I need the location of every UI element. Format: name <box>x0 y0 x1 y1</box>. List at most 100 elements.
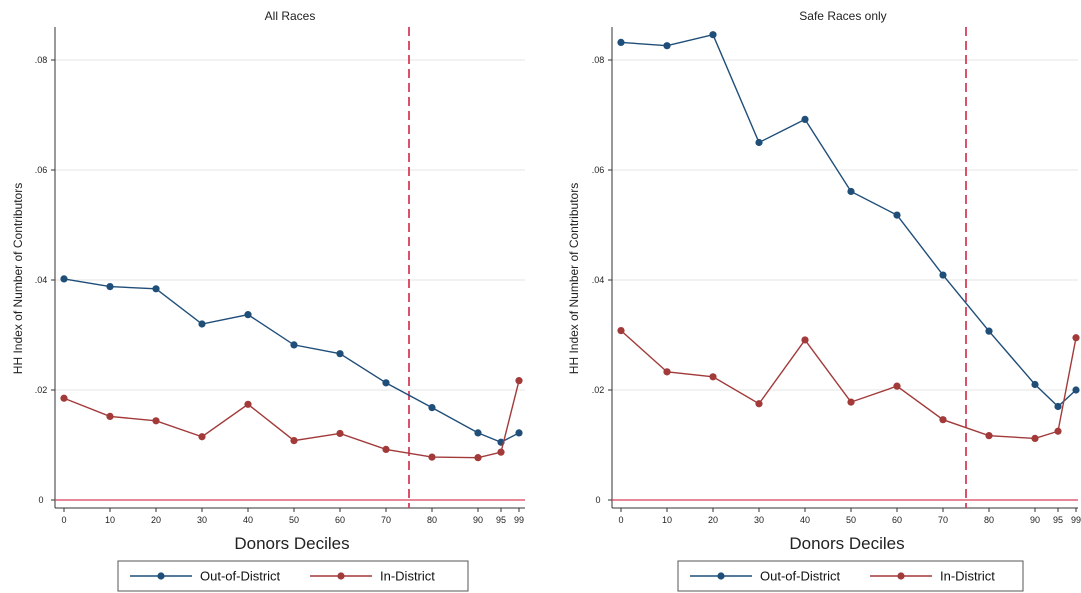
data-point <box>474 429 482 437</box>
x-tick-label: 80 <box>427 515 437 525</box>
x-tick-label: 50 <box>289 515 299 525</box>
x-tick-label: 60 <box>892 515 902 525</box>
data-point <box>709 373 717 381</box>
data-point <box>290 341 298 349</box>
data-point <box>106 412 114 420</box>
x-tick-label: 99 <box>514 515 524 525</box>
legend-swatch-marker <box>897 572 905 580</box>
data-point <box>428 453 436 461</box>
x-tick-label: 50 <box>846 515 856 525</box>
data-point <box>60 275 68 283</box>
data-point <box>617 327 625 335</box>
data-point <box>336 429 344 438</box>
x-tick-label: 40 <box>243 515 253 525</box>
x-tick-label: 30 <box>197 515 207 525</box>
legend-label: Out-of-District <box>760 569 841 584</box>
x-tick-label: 95 <box>1053 515 1063 525</box>
data-point <box>244 311 252 319</box>
chart-panel-1: 0 .02 .04 .06 .08 0 10 20 30 40 50 60 70 80 90 95 99 All … <box>11 9 525 592</box>
legend-label: Out-of-District <box>200 569 281 584</box>
data-point <box>515 429 523 437</box>
data-point <box>755 400 763 408</box>
data-point <box>336 350 344 358</box>
panel-title: All Races <box>265 9 316 23</box>
data-point <box>893 382 901 390</box>
x-tick-label: 70 <box>938 515 948 525</box>
x-tick-label: 99 <box>1071 515 1081 525</box>
data-point <box>515 377 523 385</box>
y-tick-label: .02 <box>592 385 605 395</box>
data-point <box>198 433 206 441</box>
data-point <box>244 400 252 408</box>
data-point <box>1054 402 1062 411</box>
y-tick-label: .04 <box>592 275 605 285</box>
x-tick-label: 90 <box>473 515 483 525</box>
legend-swatch-marker <box>717 572 725 580</box>
series-line-in-district <box>620 330 1077 440</box>
chart-panel-2: 0 .02 .04 .06 .08 0 10 20 30 40 50 60 70 80 90 95 99 Safe… <box>567 9 1081 592</box>
x-tick-label: 60 <box>335 515 345 525</box>
data-point <box>106 283 114 291</box>
data-point <box>382 445 390 453</box>
x-tick-label: 40 <box>800 515 810 525</box>
data-point <box>617 38 625 47</box>
legend-swatch-marker <box>157 572 165 580</box>
y-tick-label: .06 <box>592 165 605 175</box>
x-tick-label: 0 <box>618 515 623 525</box>
data-point <box>1054 427 1062 435</box>
data-point <box>1072 386 1080 394</box>
data-point <box>755 138 763 147</box>
x-tick-label: 10 <box>105 515 115 525</box>
data-point <box>1072 334 1080 342</box>
data-point <box>801 115 809 123</box>
data-point <box>1031 380 1039 389</box>
data-point <box>290 437 298 445</box>
panel-title: Safe Races only <box>799 9 886 23</box>
y-tick-label: 0 <box>595 495 600 505</box>
y-axis-title: HH Index of Number of Contributors <box>567 183 581 374</box>
x-tick-label: 95 <box>496 515 506 525</box>
data-point <box>939 271 947 279</box>
x-tick-label: 80 <box>984 515 994 525</box>
data-point <box>1031 434 1039 442</box>
data-point <box>474 454 482 462</box>
x-tick-label: 20 <box>708 515 718 525</box>
x-axis-title: Donors Deciles <box>234 534 349 553</box>
legend-label: In-District <box>380 569 435 584</box>
legend-label: In-District <box>940 569 995 584</box>
data-point <box>382 379 390 387</box>
data-point <box>152 417 160 425</box>
y-tick-label: 0 <box>38 495 43 505</box>
series-line-in-district <box>63 380 520 459</box>
data-point <box>985 432 993 440</box>
x-tick-label: 90 <box>1030 515 1040 525</box>
data-point <box>801 336 809 344</box>
data-point <box>709 31 717 39</box>
x-tick-label: 30 <box>754 515 764 525</box>
data-point <box>663 42 671 50</box>
y-tick-label: .02 <box>35 385 48 395</box>
y-tick-label: .08 <box>592 55 605 65</box>
data-point <box>663 368 671 376</box>
data-point <box>60 394 68 402</box>
y-tick-label: .08 <box>35 55 48 65</box>
data-point <box>198 320 206 328</box>
y-axis-title: HH Index of Number of Contributors <box>11 183 25 374</box>
data-point <box>847 187 855 196</box>
y-tick-label: .06 <box>35 165 48 175</box>
series-line-out-of-district <box>63 278 520 444</box>
x-tick-label: 10 <box>662 515 672 525</box>
y-tick-label: .04 <box>35 275 48 285</box>
series-line-out-of-district <box>620 33 1077 408</box>
data-point <box>847 398 855 406</box>
x-tick-label: 70 <box>381 515 391 525</box>
x-axis-title: Donors Deciles <box>789 534 904 553</box>
x-tick-label: 20 <box>151 515 161 525</box>
data-point <box>893 211 901 219</box>
data-point <box>939 416 947 424</box>
data-point <box>152 285 160 293</box>
data-point <box>428 404 436 412</box>
data-point <box>497 448 505 456</box>
